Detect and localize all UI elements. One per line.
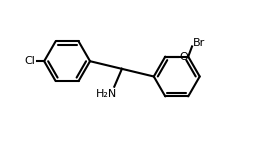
Text: O: O bbox=[179, 52, 188, 62]
Text: Cl: Cl bbox=[24, 56, 35, 66]
Text: H₂N: H₂N bbox=[96, 89, 117, 99]
Text: Br: Br bbox=[193, 38, 206, 48]
